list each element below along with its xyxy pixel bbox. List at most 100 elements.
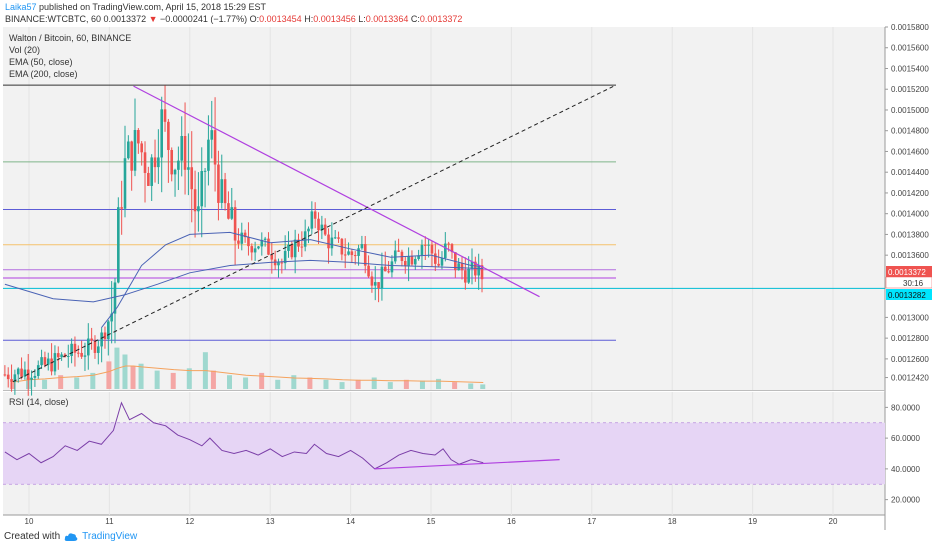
price-tick-label: 0.0012420 <box>891 374 929 383</box>
candle-body <box>46 358 50 365</box>
candle-body <box>377 282 380 289</box>
rsi-legend: RSI (14, close) <box>9 397 69 407</box>
time-tick-label: 18 <box>668 517 677 526</box>
volume-bar <box>259 372 265 389</box>
candle-body <box>423 244 427 246</box>
candle-body <box>187 167 190 170</box>
candle-body <box>347 251 350 255</box>
price-pane[interactable] <box>3 27 885 390</box>
line-price-tag-text: 0.0013282 <box>888 291 926 300</box>
candle-body <box>150 157 153 186</box>
candle-body <box>303 231 307 247</box>
volume-bar <box>138 363 144 389</box>
candle-body <box>160 109 164 158</box>
candle-body <box>420 244 424 256</box>
close-label: C: <box>410 14 420 24</box>
candle-body <box>66 355 70 357</box>
price-axis-labels: 0.0015800 0.0015600 0.0015400 0.0015200 0.00… <box>885 23 929 505</box>
candle-body <box>16 368 20 375</box>
candle-body <box>127 141 130 159</box>
candle-body <box>380 266 384 289</box>
candle-body <box>357 248 360 256</box>
candle-body <box>123 158 127 209</box>
time-tick-label: 16 <box>507 517 516 526</box>
candle-body <box>267 238 270 255</box>
candle-body <box>427 244 430 246</box>
volume-ma-line <box>12 365 484 384</box>
candle-body <box>73 343 77 353</box>
candle-body <box>33 375 37 378</box>
candle-body <box>310 211 314 229</box>
candle-body <box>293 239 297 258</box>
candle-body <box>450 244 454 253</box>
candle-body <box>100 332 103 347</box>
line-price-tag <box>886 289 932 300</box>
time-tick-label: 12 <box>185 517 194 526</box>
tradingview-brand[interactable]: TradingView <box>82 531 138 542</box>
candle-body <box>107 321 110 340</box>
volume-bar <box>480 384 486 389</box>
candle-body <box>297 239 300 247</box>
candle-body <box>113 282 117 314</box>
candle-body <box>393 250 397 262</box>
candle-body <box>287 244 290 251</box>
candle-body <box>390 261 394 273</box>
price-tick-label: 0.0013800 <box>891 230 929 239</box>
candle-body <box>197 206 200 212</box>
candle-body <box>193 189 197 212</box>
candle-body <box>243 232 247 238</box>
candle-body <box>93 340 97 353</box>
volume-bar <box>419 380 425 389</box>
candle-body <box>103 332 107 340</box>
volume-bar <box>170 372 176 389</box>
countdown-tag <box>885 276 932 289</box>
volume-bar <box>339 382 345 389</box>
candle-body <box>117 207 120 283</box>
candle-body <box>233 207 237 241</box>
candle-body <box>170 149 174 175</box>
candle-body <box>80 352 83 357</box>
volume-bar <box>436 378 442 389</box>
price-tick-label: 0.0013600 <box>891 251 929 260</box>
candle-body <box>43 357 47 365</box>
candle-body <box>477 265 480 276</box>
candle-body <box>83 355 87 357</box>
candle-body <box>403 260 407 266</box>
candle-body <box>300 246 304 248</box>
candle-body <box>86 338 90 356</box>
candle-body <box>40 357 43 366</box>
candle-body <box>180 135 184 161</box>
rsi-trendline <box>374 459 560 470</box>
volume-bar <box>355 379 361 389</box>
author-link[interactable]: Laika57 <box>5 2 37 12</box>
candle-body <box>327 234 330 249</box>
candle-body <box>464 270 467 283</box>
ema200-legend: EMA (200, close) <box>9 69 78 79</box>
time-tick-label: 15 <box>427 517 436 526</box>
publish-line: Laika57 published on TradingView.com, Ap… <box>5 2 266 12</box>
high-label: H: <box>304 14 314 24</box>
candle-body <box>444 243 447 259</box>
volume-bar <box>387 382 393 389</box>
volume-bar <box>186 368 192 389</box>
candle-body <box>397 250 400 252</box>
candle-body <box>147 172 150 186</box>
candle-body <box>3 374 7 376</box>
candle-body <box>237 240 240 244</box>
down-arrow-icon: ▼ <box>148 14 158 24</box>
candle-body <box>410 256 414 265</box>
volume-bar <box>323 379 329 389</box>
candle-body <box>430 244 434 254</box>
candle-body <box>434 253 437 264</box>
volume-bars <box>9 347 486 389</box>
volume-bar <box>227 375 232 389</box>
candle-body <box>133 130 137 171</box>
price-tick-label: 0.0014800 <box>891 127 929 136</box>
time-tick-label: 20 <box>829 517 838 526</box>
time-tick-label: 19 <box>748 517 757 526</box>
candle-body <box>90 338 93 341</box>
candle-body <box>323 224 327 235</box>
time-tick-label: 10 <box>25 517 34 526</box>
tradingview-cloud-icon <box>64 532 78 541</box>
